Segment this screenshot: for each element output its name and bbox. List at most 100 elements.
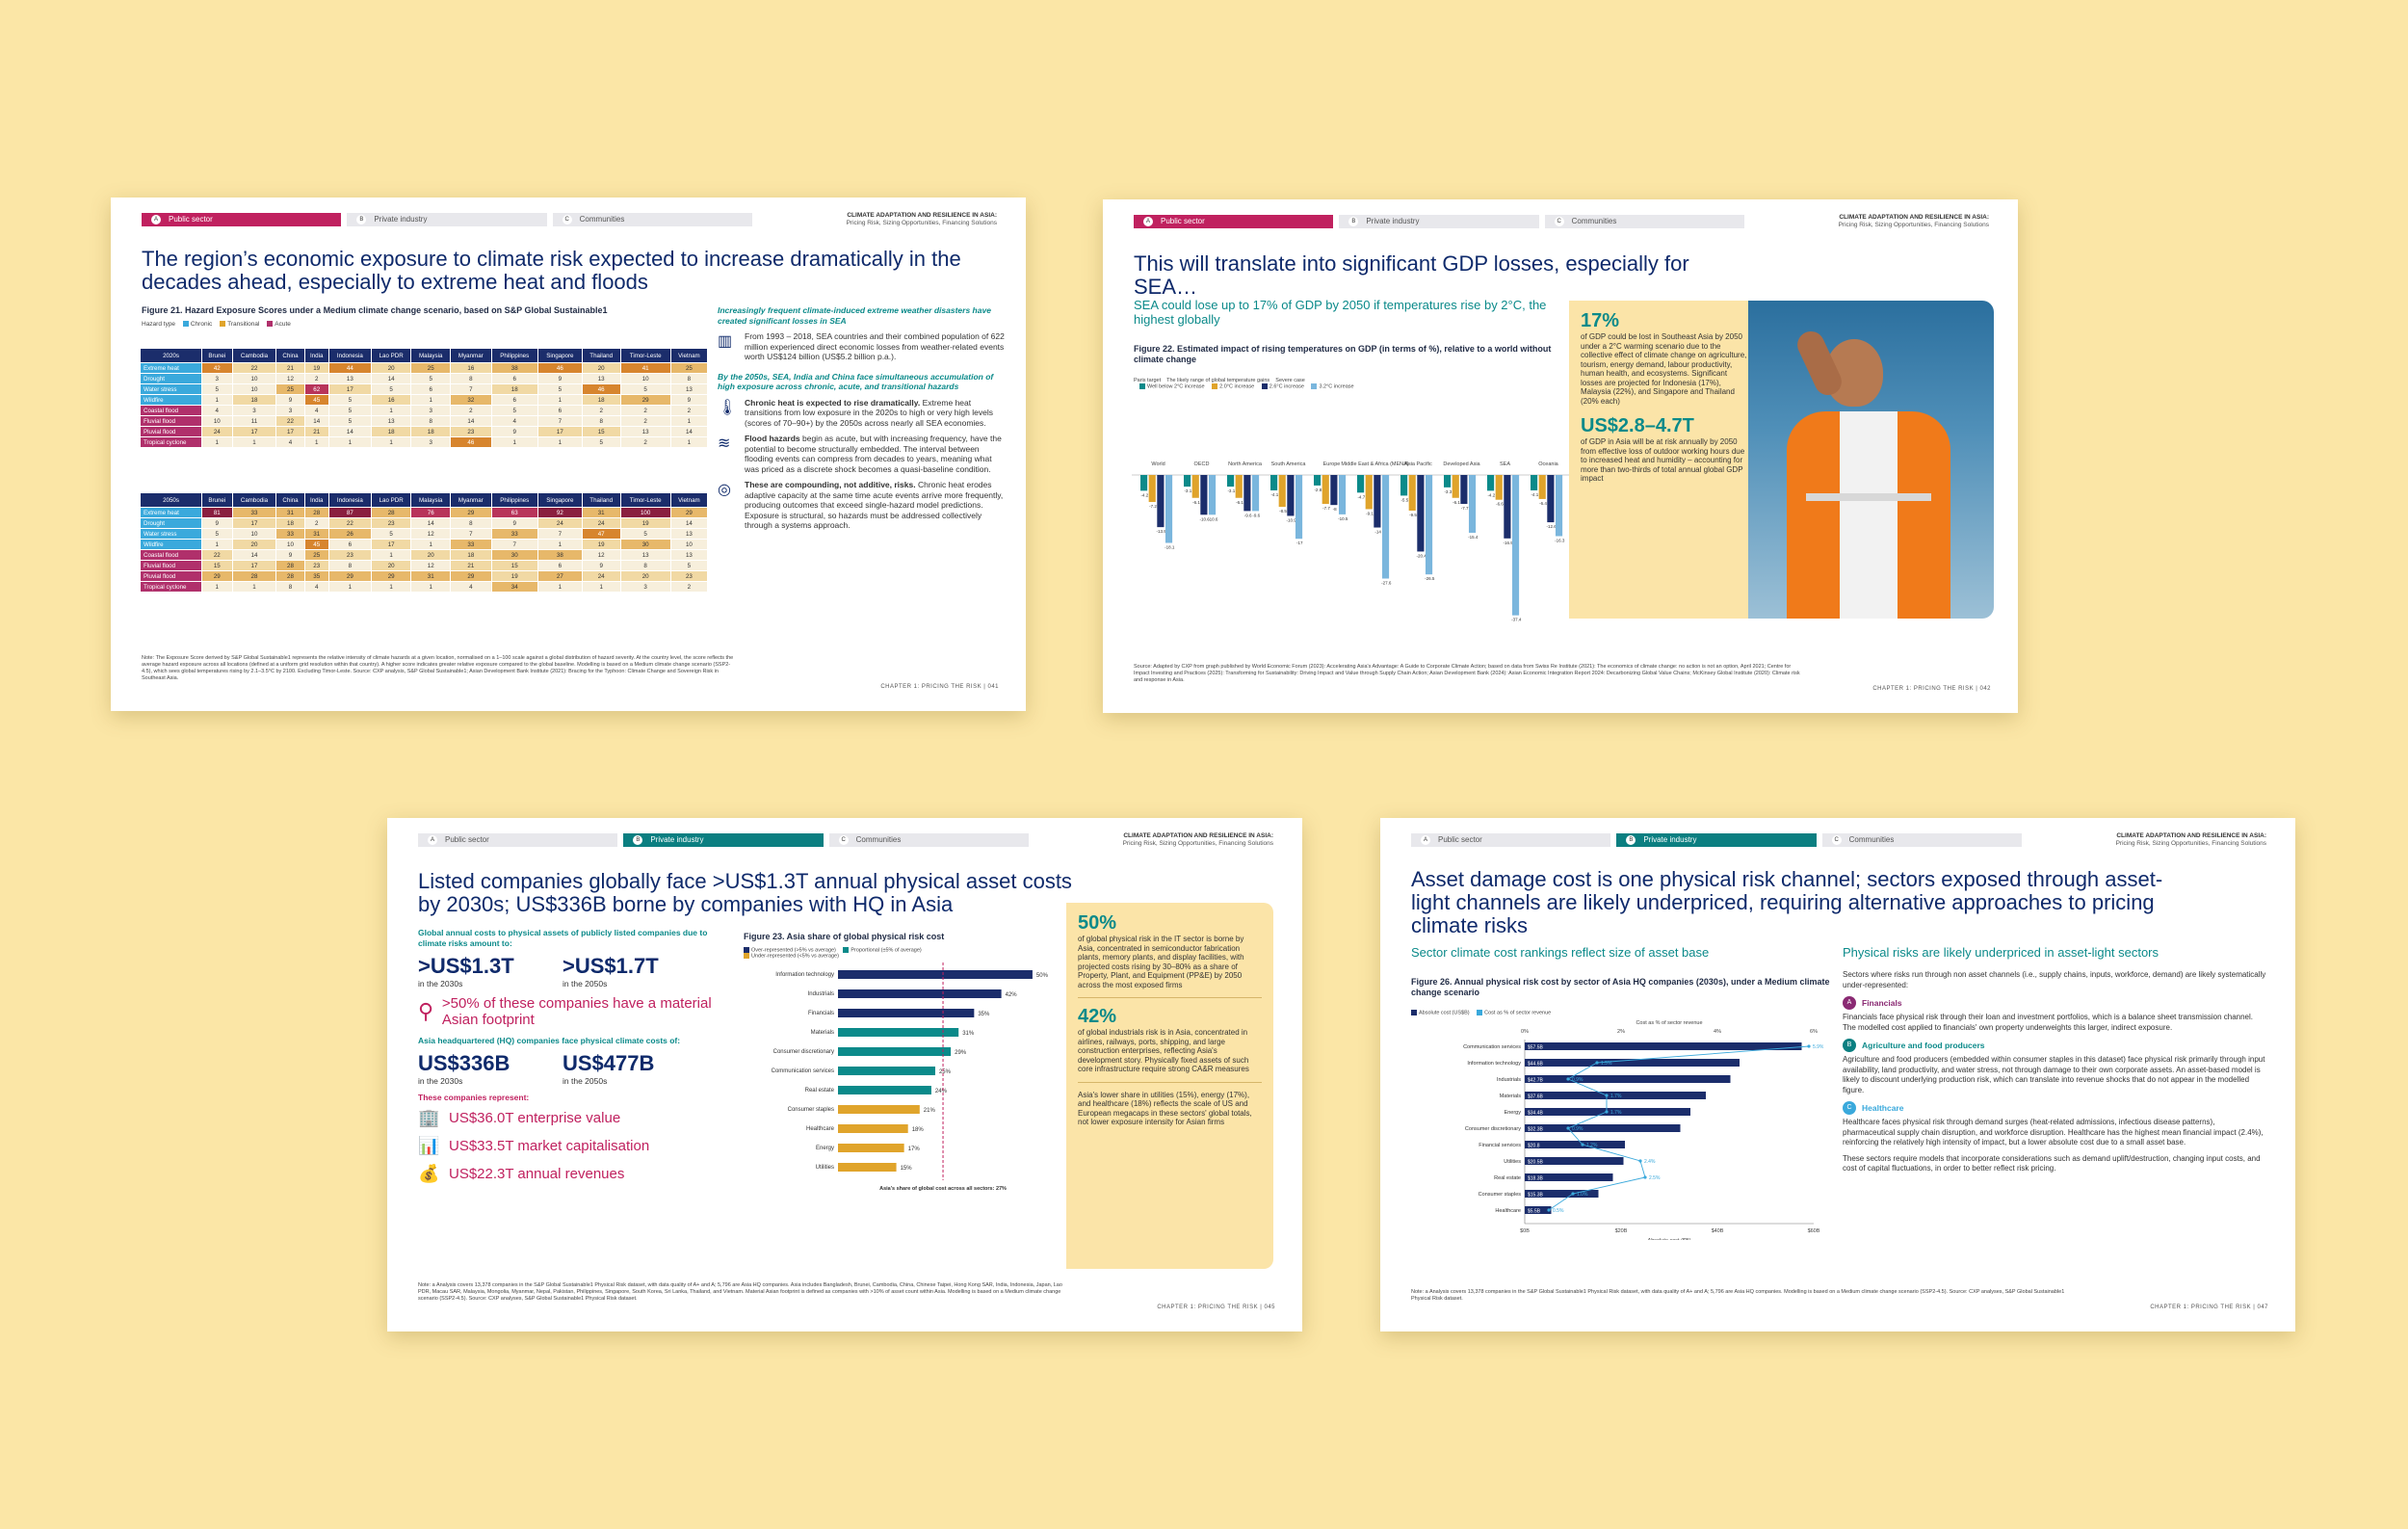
exposure-score-cell: 15: [202, 561, 232, 570]
slide-hazard-exposure: A Public sector B Private industry C Commun…: [111, 198, 1026, 711]
exposure-score-cell: 3: [620, 582, 670, 592]
share-bar: [838, 1028, 959, 1037]
cost-bar: [1525, 1092, 1706, 1099]
tab-communities[interactable]: C Communities: [552, 213, 752, 226]
gdp-bar: [1487, 475, 1495, 491]
gdp-value-label: -20.4: [1417, 553, 1427, 558]
hazard-label: Coastal flood: [141, 550, 201, 560]
tab-public-sector[interactable]: A Public sector: [142, 213, 342, 226]
table-row: Wildfire 1 18 9 45 5 16 1 32 6 1 18 29 9: [141, 395, 707, 405]
hazard-label: Coastal flood: [141, 406, 201, 415]
hazard-label: Tropical cyclone: [141, 437, 201, 447]
exposure-score-cell: 100: [620, 508, 670, 517]
sector-label: Materials: [1500, 1094, 1522, 1099]
exposure-score-cell: 5: [328, 395, 371, 405]
exposure-score-cell: 20: [411, 550, 451, 560]
exposure-score-cell: 28: [276, 561, 304, 570]
exposure-score-cell: 33: [491, 529, 537, 539]
exposure-score-cell: 23: [371, 518, 411, 528]
exposure-score-cell: 14: [451, 416, 491, 426]
exposure-score-cell: 29: [202, 571, 232, 581]
gdp-bar: [1251, 475, 1260, 512]
photo-shirt: [1840, 411, 1898, 619]
cost-value-label: $34.4B: [1528, 1111, 1544, 1117]
stat-card: 50% of global physical risk in the IT se…: [1066, 903, 1273, 1269]
exposure-score-cell: 1: [537, 437, 582, 447]
gdp-bar: [1417, 475, 1425, 552]
page-title: Listed companies globally face >US$1.3T …: [418, 869, 1072, 916]
exposure-score-cell: 76: [411, 508, 451, 517]
exposure-score-cell: 5: [537, 384, 582, 394]
tab-private-industry[interactable]: B Private industry: [623, 833, 824, 847]
exposure-score-cell: 9: [491, 518, 537, 528]
insight-heading-2: By the 2050s, SEA, India and China face …: [718, 371, 994, 392]
pct-point: [1581, 1143, 1584, 1147]
legend-swatch-over: [744, 947, 749, 953]
gdp-value-label: -2.8: [1314, 488, 1322, 492]
tab-public-sector[interactable]: A Public sector: [1411, 833, 1611, 847]
table-row: Coastal flood 4 3 3 4 5 1 3 2 5 6 2 2 2: [141, 406, 707, 415]
hazard-label: Extreme heat: [141, 363, 201, 373]
exposure-score-cell: 22: [276, 416, 304, 426]
cost-value-label: $32.3B: [1528, 1127, 1544, 1133]
tab-private-industry[interactable]: B Private industry: [1339, 215, 1539, 228]
tab-communities[interactable]: C Communities: [1544, 215, 1744, 228]
share-bar: [838, 1163, 897, 1172]
tab-communities[interactable]: C Communities: [1821, 833, 2022, 847]
exposure-score-cell: 17: [276, 427, 304, 436]
slide-gdp-losses: A Public sector B Private industry C Commun…: [1103, 199, 2018, 713]
sector-label: Energy: [816, 1146, 834, 1151]
exposure-score-cell: 31: [411, 571, 451, 581]
gdp-value-label: -3.3: [1444, 489, 1452, 494]
gdp-bar: [1208, 475, 1217, 515]
tab-private-industry[interactable]: B Private industry: [347, 213, 547, 226]
exposure-score-cell: 87: [328, 508, 371, 517]
gdp-value-label: -4.2: [1140, 492, 1148, 497]
figure-caption: Figure 21. Hazard Exposure Scores under …: [142, 305, 608, 315]
exposure-score-cell: 9: [202, 518, 232, 528]
money-bag-icon: 💰: [418, 1164, 440, 1183]
tab-private-industry[interactable]: B Private industry: [1616, 833, 1817, 847]
exposure-score-cell: 28: [304, 508, 328, 517]
reference-label: Asia's share of global cost across all s…: [879, 1186, 1007, 1192]
tab-public-sector[interactable]: A Public sector: [418, 833, 618, 847]
category-label: Middle East & Africa (MENA): [1341, 461, 1408, 467]
category-label: Europe: [1323, 461, 1341, 467]
tab-public-sector[interactable]: A Public sector: [1134, 215, 1334, 228]
tab-communities[interactable]: C Communities: [828, 833, 1029, 847]
share-bar: [838, 1047, 952, 1056]
exposure-score-cell: 16: [451, 363, 491, 373]
gdp-value-label: -4.2: [1487, 492, 1495, 497]
heat-text: Extreme heat transitions from low exposu…: [745, 397, 993, 428]
exposure-score-cell: 5: [202, 384, 232, 394]
country-header: Lao PDR: [371, 349, 411, 362]
pct-label: 5.9%: [1813, 1044, 1823, 1050]
gdp-bar: [1314, 475, 1322, 486]
worker-photo: [1748, 301, 1994, 619]
gdp-bar: [1270, 475, 1278, 490]
gdp-value-label: -37.4: [1511, 618, 1522, 622]
gdp-bar: [1538, 475, 1546, 499]
exposure-score-cell: 33: [451, 540, 491, 549]
exposure-score-cell: 13: [582, 374, 620, 383]
exposure-score-cell: 16: [371, 395, 411, 405]
exposure-score-cell: 63: [491, 508, 537, 517]
exposure-score-cell: 28: [276, 571, 304, 581]
gdp-value-label: -7.2: [1149, 504, 1157, 509]
hazard-label: Drought: [141, 374, 201, 383]
exposure-score-cell: 42: [202, 363, 232, 373]
pct-label: 0.5%: [1553, 1208, 1564, 1214]
exposure-score-cell: 2: [670, 582, 707, 592]
report-brand: CLIMATE ADAPTATION AND RESILIENCE IN ASI…: [2115, 832, 2266, 847]
exposure-score-cell: 18: [491, 384, 537, 394]
exposure-score-cell: 30: [620, 540, 670, 549]
gdp-value-label: -13.9: [1157, 529, 1167, 534]
exposure-score-cell: 24: [537, 518, 582, 528]
legend-swatch-2: [1212, 383, 1218, 389]
stat-gdp-risk: US$2.8–4.7T: [1581, 415, 1694, 436]
pct-point: [1605, 1094, 1609, 1097]
gdp-value-label: -4.7: [1357, 494, 1365, 499]
page-title: This will translate into significant GDP…: [1134, 251, 1689, 299]
exposure-score-cell: 5: [411, 374, 451, 383]
exposure-score-cell: 6: [491, 395, 537, 405]
